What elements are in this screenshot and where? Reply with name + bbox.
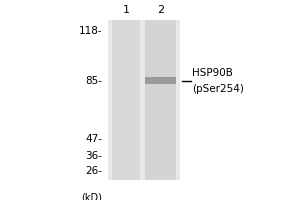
Text: 1: 1 bbox=[122, 5, 130, 15]
Text: 47-: 47- bbox=[85, 134, 102, 144]
Text: 26-: 26- bbox=[85, 166, 102, 176]
Text: 2: 2 bbox=[158, 5, 164, 15]
Text: HSP90B: HSP90B bbox=[192, 68, 233, 78]
Text: 118-: 118- bbox=[78, 26, 102, 36]
Bar bbox=[146, 20, 176, 180]
Bar bbox=[112, 20, 140, 180]
Text: (kD): (kD) bbox=[81, 192, 102, 200]
Text: 36-: 36- bbox=[85, 151, 102, 161]
Text: (pSer254): (pSer254) bbox=[192, 84, 244, 94]
Text: 85-: 85- bbox=[85, 76, 102, 86]
Bar bbox=[146, 77, 176, 84]
